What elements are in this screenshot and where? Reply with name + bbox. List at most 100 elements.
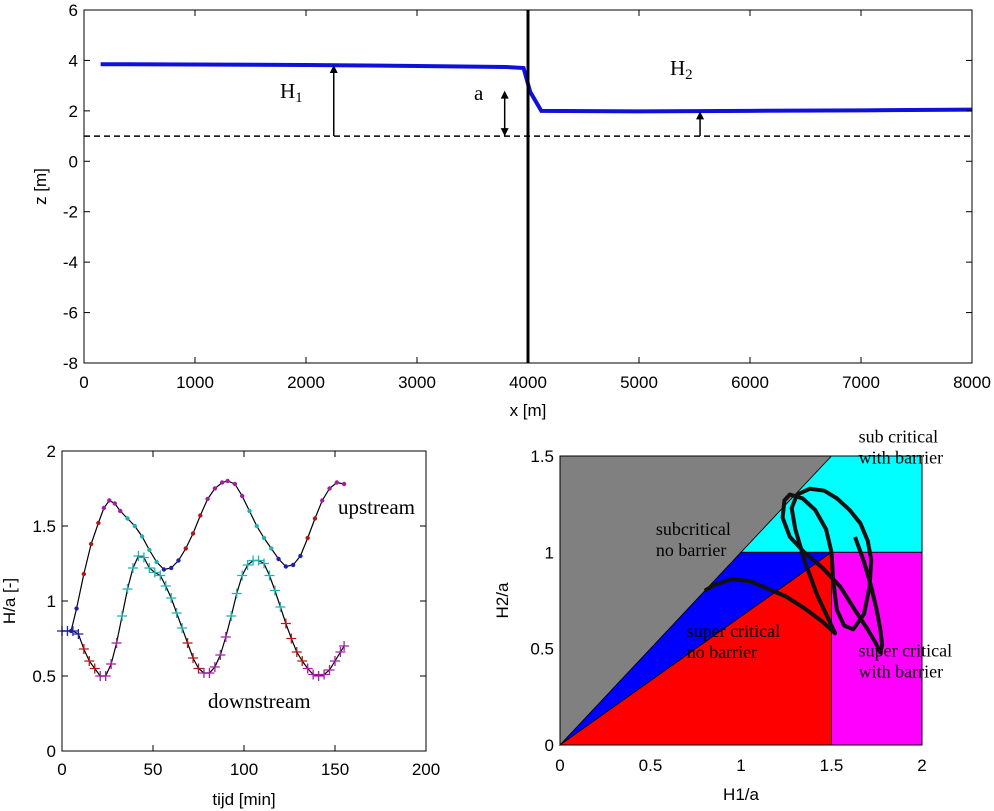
y-axis-label: H/a [-] (0, 578, 19, 624)
x-tick-label: 1 (736, 756, 745, 775)
data-point-downstream (188, 653, 199, 663)
data-point-downstream (253, 555, 264, 566)
data-point-downstream (67, 626, 78, 636)
data-point-downstream (100, 671, 111, 681)
data-point-downstream (204, 668, 215, 678)
y-axis-label: H2/a (493, 582, 512, 618)
timeseries-chart: upstream downstream 0 50 100 150 200 0 0.5 1 1.5 2 t… (0, 442, 440, 809)
data-point-upstream (169, 565, 174, 571)
series-label-downstream: downstream (208, 689, 311, 713)
data-point-downstream (106, 659, 117, 669)
data-point-downstream (155, 570, 166, 581)
region-label-line: super critical (687, 621, 780, 641)
series-line-upstream (70, 480, 345, 632)
annotation-text: H (670, 56, 685, 80)
data-point-downstream (275, 602, 286, 612)
annotation-arrowhead (500, 90, 509, 99)
data-point-upstream (276, 556, 281, 562)
data-point-downstream (324, 665, 335, 675)
data-point-upstream (161, 567, 167, 572)
y-tick-label: 2 (47, 442, 56, 461)
data-point-downstream (330, 656, 340, 666)
x-axis-label: x [m] (510, 401, 547, 420)
data-point-downstream (302, 663, 313, 674)
x-tick-label: 2000 (287, 373, 325, 392)
data-point-downstream (78, 644, 89, 654)
data-point-upstream (88, 541, 94, 547)
x-tick-label: 6000 (731, 373, 769, 392)
data-point-upstream (132, 523, 137, 529)
data-point-upstream (183, 546, 188, 551)
y-tick-label: 4 (69, 51, 78, 70)
data-point-downstream (177, 623, 188, 633)
y-tick-label: 0.5 (32, 667, 56, 686)
data-point-upstream (305, 535, 310, 541)
data-point-upstream (269, 546, 274, 551)
annotation-text: H (280, 79, 295, 103)
x-tick-label: 150 (321, 760, 349, 779)
annotation-subscript: 2 (685, 67, 693, 83)
x-tick-label: 0.5 (639, 756, 663, 775)
x-tick-label: 1000 (176, 373, 214, 392)
y-tick-label: 0 (545, 736, 554, 755)
data-point-downstream (171, 608, 182, 618)
y-tick-label: -4 (63, 253, 78, 272)
data-point-downstream (182, 638, 193, 648)
data-point-downstream (144, 563, 155, 573)
data-point-upstream (101, 505, 107, 511)
x-tick-label: 0 (57, 760, 66, 779)
annotation-label: a (474, 81, 484, 105)
data-point-upstream (247, 508, 252, 514)
x-tick-label: 0 (555, 756, 564, 775)
data-point-upstream (290, 562, 296, 568)
data-point-upstream (327, 486, 332, 491)
data-point-upstream (205, 496, 210, 502)
x-tick-label: 2 (917, 756, 926, 775)
x-axis-label: tijd [min] (212, 790, 275, 809)
region-label-line: super critical (859, 640, 952, 660)
data-point-downstream (297, 656, 308, 666)
region-label: sub critical with barrier (859, 427, 943, 468)
data-point-upstream (154, 559, 159, 565)
trajectory-line (703, 486, 885, 655)
data-point-downstream (335, 647, 346, 657)
x-tick-label: 4000 (509, 373, 547, 392)
data-point-upstream (219, 480, 225, 485)
data-point-downstream (73, 629, 84, 639)
data-point-downstream (117, 611, 128, 621)
data-point-upstream (118, 508, 123, 514)
data-point-upstream (225, 478, 230, 484)
data-point-upstream (334, 480, 340, 485)
data-point-downstream (319, 669, 330, 680)
y-tick-label: 0 (69, 152, 78, 171)
region-label: super critical no barrier (687, 621, 780, 662)
y-tick-label: 0 (47, 742, 56, 761)
plot-frame (559, 455, 923, 746)
data-point-downstream (193, 663, 204, 674)
data-point-upstream (320, 498, 325, 503)
x-tick-label: 7000 (842, 373, 880, 392)
data-point-downstream (215, 650, 226, 660)
data-point-downstream (160, 581, 171, 591)
data-point-upstream (107, 498, 112, 503)
annotation-arrowhead (500, 128, 509, 137)
y-tick-label: 0.5 (530, 640, 554, 659)
x-tick-label: 5000 (620, 373, 658, 392)
x-tick-label: 3000 (398, 373, 436, 392)
y-tick-label: -2 (63, 203, 78, 222)
data-point-downstream (149, 567, 160, 578)
region-label-line: sub critical (859, 427, 938, 447)
x-tick-label: 100 (230, 760, 258, 779)
x-tick-label: 8000 (953, 373, 991, 392)
data-point-downstream (209, 662, 220, 672)
y-tick-label: 6 (69, 1, 78, 20)
data-point-upstream (198, 513, 203, 518)
water-surface-line (100, 62, 973, 114)
data-point-downstream (291, 647, 302, 657)
data-point-upstream (298, 553, 303, 559)
region-label-line: no barrier (687, 642, 757, 662)
data-point-downstream (84, 656, 95, 666)
data-point-downstream (242, 560, 253, 570)
